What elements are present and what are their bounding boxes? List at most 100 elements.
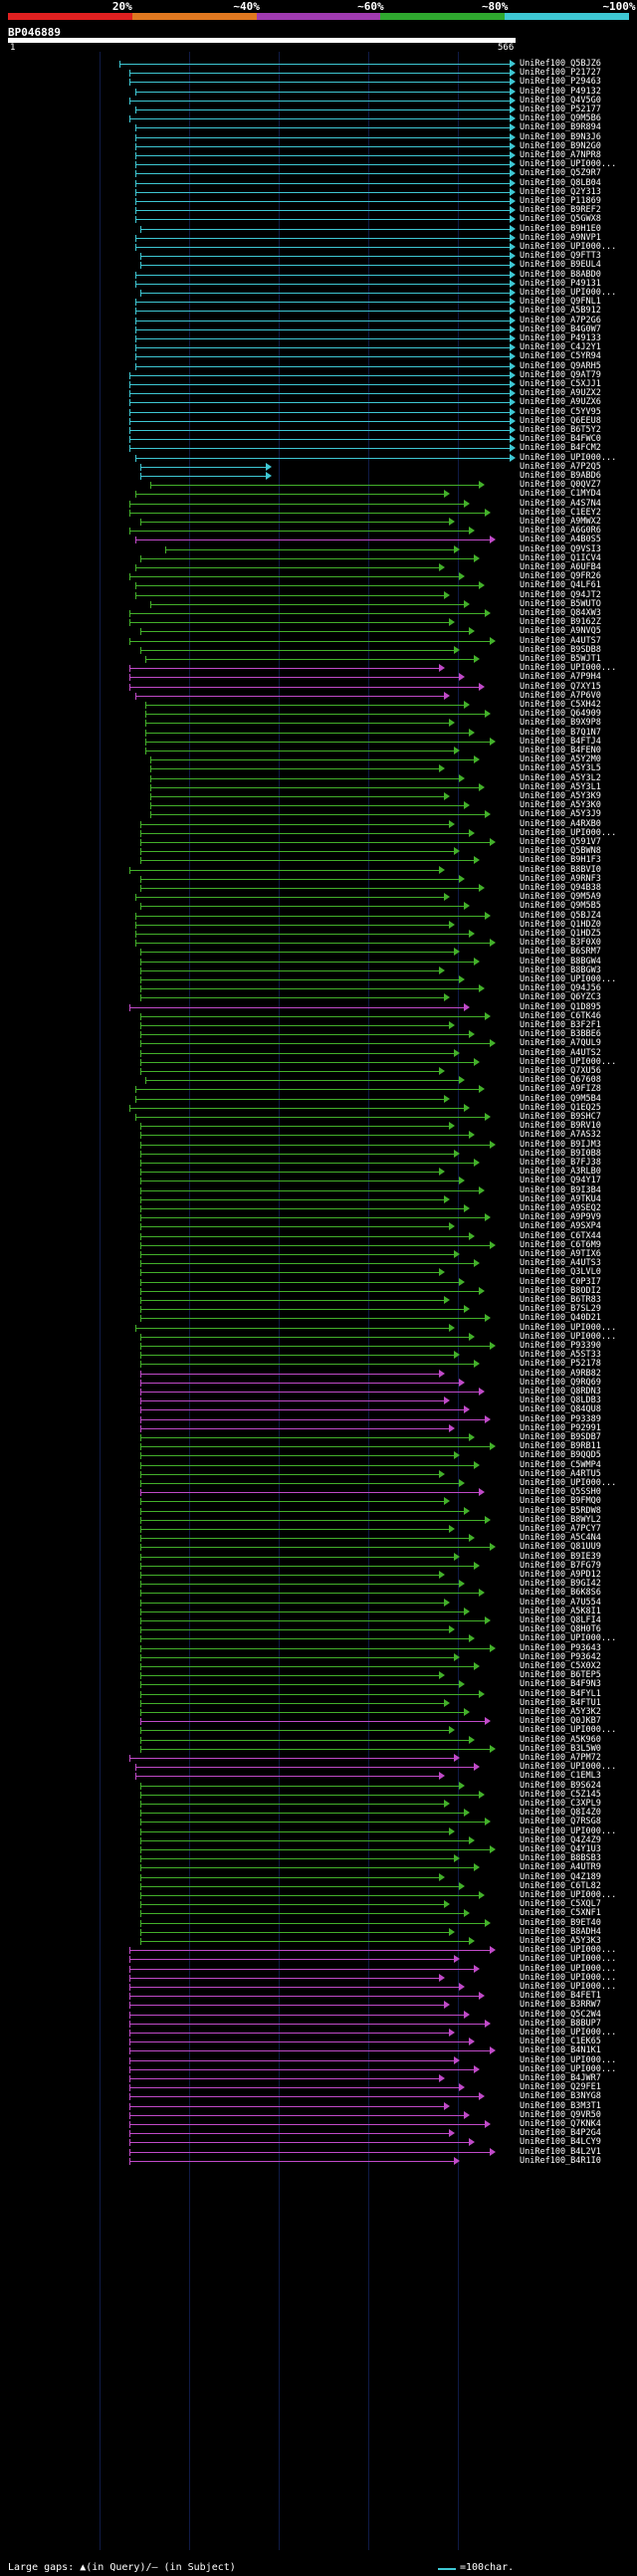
hit-label[interactable]: UniRef100_B9EUL4 (520, 260, 601, 271)
hit-row[interactable]: UniRef100_UPI000... (0, 1945, 637, 1955)
hit-label[interactable]: UniRef100_B9GI42 (520, 1579, 601, 1590)
hit-row[interactable]: UniRef100_B6SRM7 (0, 947, 637, 957)
hit-label[interactable]: UniRef100_C6T6M9 (520, 1239, 601, 1250)
hit-label[interactable]: UniRef100_B9N2G0 (520, 140, 601, 151)
hit-row[interactable]: UniRef100_B9SHC7 (0, 1112, 637, 1122)
hit-label[interactable]: UniRef100_B4JWR7 (520, 2073, 601, 2083)
hit-row[interactable]: UniRef100_B9I3B4 (0, 1184, 637, 1195)
hit-row[interactable]: UniRef100_B9IE39 (0, 1552, 637, 1562)
hit-row[interactable]: UniRef100_P49133 (0, 333, 637, 343)
hit-label[interactable]: UniRef100_A7QUL9 (520, 1038, 601, 1049)
hit-label[interactable]: UniRef100_UPI000... (520, 452, 617, 463)
hit-row[interactable]: UniRef100_B8WYL2 (0, 1514, 637, 1525)
hit-label[interactable]: UniRef100_P93390 (520, 1341, 601, 1351)
hit-label[interactable]: UniRef100_B4FYL1 (520, 1688, 601, 1699)
hit-row[interactable]: UniRef100_Q2Y313 (0, 187, 637, 197)
hit-label[interactable]: UniRef100_B9I3B4 (520, 1184, 601, 1195)
hit-row[interactable]: UniRef100_Q9VSI3 (0, 544, 637, 554)
hit-row[interactable]: UniRef100_Q67608 (0, 1075, 637, 1086)
hit-row[interactable]: UniRef100_B4FWC0 (0, 434, 637, 445)
hit-row[interactable]: UniRef100_C5XH42 (0, 700, 637, 710)
hit-label[interactable]: UniRef100_UPI000... (520, 1963, 617, 1974)
hit-label[interactable]: UniRef100_B3L5W0 (520, 1743, 601, 1754)
hit-row[interactable]: UniRef100_B3M3T1 (0, 2101, 637, 2111)
hit-label[interactable]: UniRef100_B7SL29 (520, 1304, 601, 1315)
hit-label[interactable]: UniRef100_B6T5Y2 (520, 425, 601, 435)
hit-row[interactable]: UniRef100_A4UTS7 (0, 636, 637, 646)
hit-label[interactable]: UniRef100_C5X0X2 (520, 1661, 601, 1671)
hit-row[interactable]: UniRef100_Q1D895 (0, 1002, 637, 1012)
hit-label[interactable]: UniRef100_B8WYL2 (520, 1514, 601, 1525)
hit-label[interactable]: UniRef100_Q67608 (520, 1075, 601, 1086)
hit-row[interactable]: UniRef100_Q7KNK4 (0, 2119, 637, 2129)
hit-label[interactable]: UniRef100_UPI000... (520, 2063, 617, 2074)
hit-row[interactable]: UniRef100_A4RXB0 (0, 819, 637, 829)
hit-row[interactable]: UniRef100_A6UFB4 (0, 562, 637, 572)
hit-row[interactable]: UniRef100_Q5SSH0 (0, 1487, 637, 1497)
hit-row[interactable]: UniRef100_P49131 (0, 279, 637, 289)
hit-row[interactable]: UniRef100_B7FJ38 (0, 1158, 637, 1168)
hit-label[interactable]: UniRef100_Q4Y1U3 (520, 1844, 601, 1854)
hit-label[interactable]: UniRef100_Q6YZC3 (520, 992, 601, 1003)
hit-label[interactable]: UniRef100_UPI000... (520, 1762, 617, 1773)
hit-row[interactable]: UniRef100_UPI000... (0, 2028, 637, 2038)
hit-label[interactable]: UniRef100_P92991 (520, 1422, 601, 1433)
hit-row[interactable]: UniRef100_B8BGW4 (0, 957, 637, 966)
hit-label[interactable]: UniRef100_P93643 (520, 1642, 601, 1653)
hit-label[interactable]: UniRef100_B7FJ38 (520, 1158, 601, 1168)
hit-row[interactable]: UniRef100_A5C4N4 (0, 1533, 637, 1543)
hit-label[interactable]: UniRef100_C4J2Y1 (520, 342, 601, 353)
hit-row[interactable]: UniRef100_B8BSB3 (0, 1853, 637, 1864)
hit-label[interactable]: UniRef100_B4FCM2 (520, 443, 601, 454)
hit-row[interactable]: UniRef100_B4FTU1 (0, 1697, 637, 1708)
hit-label[interactable]: UniRef100_Q5BWN8 (520, 846, 601, 857)
hit-label[interactable]: UniRef100_B9QQD5 (520, 1450, 601, 1461)
hit-row[interactable]: UniRef100_A7AS32 (0, 1130, 637, 1140)
hit-row[interactable]: UniRef100_Q5BJZ4 (0, 910, 637, 921)
hit-label[interactable]: UniRef100_A9SEQ2 (520, 1203, 601, 1213)
hit-label[interactable]: UniRef100_B4FTU1 (520, 1697, 601, 1708)
hit-row[interactable]: UniRef100_C4J2Y1 (0, 342, 637, 353)
hit-row[interactable]: UniRef100_Q8RDN3 (0, 1387, 637, 1396)
hit-label[interactable]: UniRef100_UPI000... (520, 1633, 617, 1644)
hit-row[interactable]: UniRef100_Q1ICV4 (0, 553, 637, 563)
hit-label[interactable]: UniRef100_B4FET1 (520, 1991, 601, 2002)
hit-label[interactable]: UniRef100_UPI000... (520, 1825, 617, 1836)
hit-label[interactable]: UniRef100_Q7RSG8 (520, 1817, 601, 1827)
hit-label[interactable]: UniRef100_A9P9V9 (520, 1212, 601, 1223)
hit-row[interactable]: UniRef100_B4JWR7 (0, 2073, 637, 2083)
hit-label[interactable]: UniRef100_B4FWC0 (520, 434, 601, 445)
hit-label[interactable]: UniRef100_C5XH42 (520, 700, 601, 710)
hit-label[interactable]: UniRef100_B3RRW7 (520, 2000, 601, 2011)
hit-row[interactable]: UniRef100_A5Y3K9 (0, 791, 637, 801)
hit-label[interactable]: UniRef100_Q3LVL0 (520, 1267, 601, 1278)
hit-label[interactable]: UniRef100_Q5BJZ4 (520, 910, 601, 921)
hit-label[interactable]: UniRef100_C3XPL9 (520, 1799, 601, 1809)
hit-row[interactable]: UniRef100_Q94J56 (0, 983, 637, 993)
hit-label[interactable]: UniRef100_B9ABD6 (520, 471, 601, 481)
hit-row[interactable]: UniRef100_A7NPR8 (0, 150, 637, 160)
hit-label[interactable]: UniRef100_UPI000... (520, 1972, 617, 1983)
hit-label[interactable]: UniRef100_A9SXP4 (520, 1221, 601, 1232)
hit-label[interactable]: UniRef100_A9TIX6 (520, 1249, 601, 1259)
hit-row[interactable]: UniRef100_Q5Z9R7 (0, 168, 637, 178)
hit-row[interactable]: UniRef100_Q9FTT3 (0, 251, 637, 261)
hit-row[interactable]: UniRef100_B8BUP7 (0, 2019, 637, 2029)
hit-label[interactable]: UniRef100_UPI000... (520, 827, 617, 838)
hit-row[interactable]: UniRef100_A6G0R6 (0, 526, 637, 536)
hit-label[interactable]: UniRef100_C6TK46 (520, 1010, 601, 1021)
hit-row[interactable]: UniRef100_C1EK65 (0, 2037, 637, 2046)
hit-row[interactable]: UniRef100_Q94Y17 (0, 1176, 637, 1185)
hit-label[interactable]: UniRef100_Q8H0T6 (520, 1624, 601, 1635)
hit-label[interactable]: UniRef100_Q5C2W4 (520, 2009, 601, 2020)
hit-label[interactable]: UniRef100_B8BSB3 (520, 1853, 601, 1864)
hit-row[interactable]: UniRef100_B4FET1 (0, 1991, 637, 2002)
hit-row[interactable]: UniRef100_P21727 (0, 68, 637, 78)
hit-row[interactable]: UniRef100_P52177 (0, 105, 637, 114)
hit-label[interactable]: UniRef100_B9H1E0 (520, 223, 601, 234)
hit-label[interactable]: UniRef100_B5WJT1 (520, 654, 601, 664)
hit-label[interactable]: UniRef100_B6TEP5 (520, 1670, 601, 1681)
hit-label[interactable]: UniRef100_Q0JKB7 (520, 1716, 601, 1727)
hit-row[interactable]: UniRef100_B9N2G0 (0, 140, 637, 151)
hit-label[interactable]: UniRef100_P11869 (520, 196, 601, 206)
